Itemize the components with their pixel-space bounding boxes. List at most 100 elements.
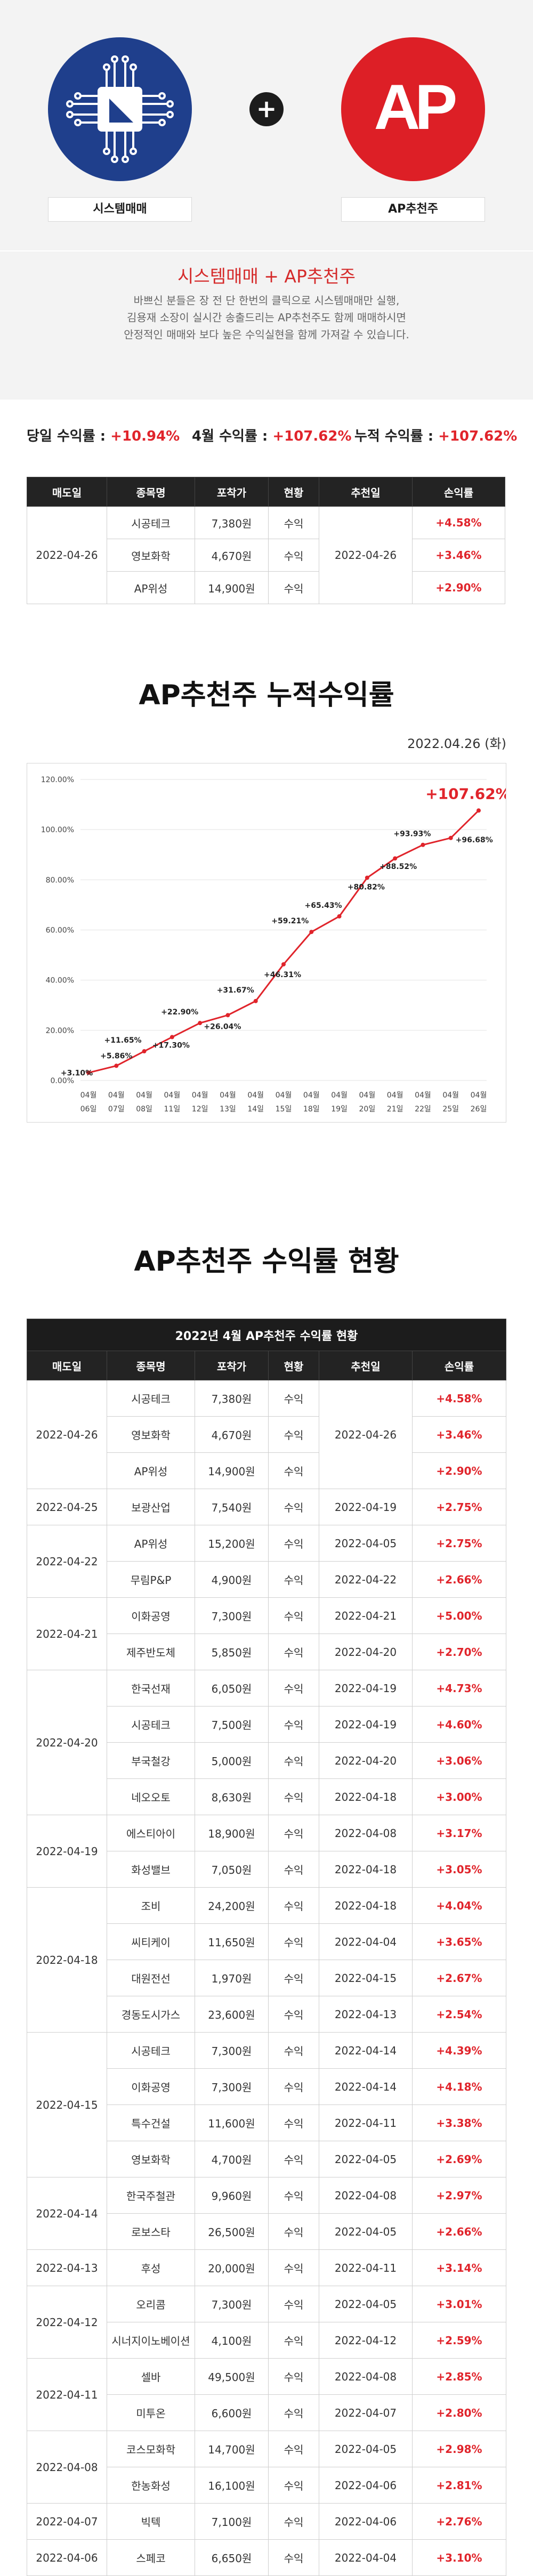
rec-date: 2022-04-05	[319, 1525, 413, 1562]
rec-date: 2022-04-08	[319, 1815, 413, 1851]
status: 수익	[268, 571, 319, 604]
rec-date: 2022-04-20	[319, 1634, 413, 1670]
price: 8,630원	[195, 1778, 269, 1815]
rec-date: 2022-04-21	[319, 1597, 413, 1634]
ap-logo-mark: AP	[374, 71, 461, 143]
data-label: +65.43%	[305, 901, 342, 910]
stock-name: 미투온	[107, 2394, 195, 2431]
price: 4,670원	[195, 539, 269, 572]
system-trading-label: 시스템매매	[48, 197, 192, 222]
month-rate-value: +107.62%	[272, 428, 352, 444]
stock-name: 에스티아이	[107, 1815, 195, 1851]
ap-logo-text: AP	[374, 71, 456, 143]
table-row: 무림P&P 4,900원 수익 2022-04-22 +2.66%	[27, 1561, 506, 1598]
table-row: 2022-04-21 이화공영 7,300원 수익 2022-04-21 +5.00%	[27, 1597, 506, 1670]
profit-rate: +2.90%	[412, 1452, 506, 1489]
sell-date: 2022-04-15	[27, 2032, 107, 2177]
col-header: 포착가	[195, 1351, 269, 1380]
sell-date: 2022-04-21	[27, 1597, 107, 1670]
stock-name: AP위성	[107, 1452, 195, 1489]
x-tick-label: 04월 26일	[471, 1091, 487, 1114]
table-row: 씨티케이 11,650원 수익 2022-04-04 +3.65%	[27, 1923, 506, 1960]
data-point	[477, 808, 481, 813]
profit-rate: +3.00%	[412, 1778, 506, 1815]
x-tick-label: 04월 06일	[80, 1091, 97, 1114]
data-label: +96.68%	[456, 836, 493, 844]
price: 4,900원	[195, 1561, 269, 1598]
rec-date: 2022-04-26	[319, 506, 413, 604]
profit-rate: +2.66%	[412, 1561, 506, 1598]
status: 수익	[268, 2032, 319, 2069]
price: 6,600원	[195, 2394, 269, 2431]
ap-logo: AP	[341, 37, 485, 181]
profit-rate: +4.39%	[412, 2032, 506, 2069]
stock-name: 셀바	[107, 2358, 195, 2395]
stock-name: 코스모화학	[107, 2431, 195, 2467]
table-row: 한농화성 16,100원 수익 2022-04-06 +2.81%	[27, 2467, 506, 2504]
stock-name: 한농화성	[107, 2467, 195, 2504]
data-label: +107.62%	[425, 785, 506, 802]
sell-date: 2022-04-26	[27, 1380, 107, 1489]
col-header: 현황	[268, 477, 319, 507]
price: 11,650원	[195, 1923, 269, 1960]
data-point	[448, 835, 453, 840]
x-tick-label: 04월 18일	[303, 1091, 320, 1114]
status-table: 2022년 4월 AP추천주 수익률 현황 매도일 종목명 포착가 현황 추천일…	[27, 1319, 506, 2576]
table-row: 2022-04-20 한국선재 6,050원 수익 2022-04-19 +4.73%	[27, 1670, 506, 1815]
rec-date: 2022-04-05	[319, 2286, 413, 2322]
status: 수익	[268, 2394, 319, 2431]
stock-name: 화성밸브	[107, 1851, 195, 1888]
profit-rate: +4.04%	[412, 1887, 506, 1924]
profit-rate: +2.67%	[412, 1960, 506, 1996]
price: 14,900원	[195, 571, 269, 604]
data-label: +22.90%	[161, 1008, 198, 1017]
status: 수익	[268, 2177, 319, 2214]
sell-date: 2022-04-06	[27, 2539, 107, 2576]
profit-rate: +4.58%	[412, 1380, 506, 1417]
stock-name: 로보스타	[107, 2213, 195, 2250]
stock-name: 씨티케이	[107, 1923, 195, 1960]
rec-date: 2022-04-18	[319, 1851, 413, 1888]
price: 7,540원	[195, 1489, 269, 1525]
price: 5,850원	[195, 1634, 269, 1670]
price: 4,100원	[195, 2322, 269, 2359]
price: 23,600원	[195, 1996, 269, 2033]
price: 7,500원	[195, 1706, 269, 1743]
data-label: +59.21%	[271, 917, 309, 925]
status: 수익	[268, 1597, 319, 1634]
profit-rate: +2.80%	[412, 2394, 506, 2431]
status: 수익	[268, 1525, 319, 1562]
price: 20,000원	[195, 2249, 269, 2286]
profit-rate: +4.73%	[412, 1670, 506, 1707]
sell-date: 2022-04-11	[27, 2358, 107, 2431]
daily-rate: 당일 수익률 : +10.94%	[27, 425, 180, 445]
status: 수익	[268, 2068, 319, 2105]
intro-line: 안정적인 매매와 보다 높은 수익실현을 함께 가져갈 수 있습니다.	[124, 328, 409, 341]
stock-name: 부국철강	[107, 1742, 195, 1779]
stock-name: 영보화학	[107, 539, 195, 572]
stock-name: AP위성	[107, 571, 195, 604]
stock-name: 스페코	[107, 2539, 195, 2576]
stock-name: 조비	[107, 1887, 195, 1924]
stock-name: 특수건설	[107, 2104, 195, 2141]
stock-name: 시너지이노베이션	[107, 2322, 195, 2359]
daily-rate-value: +10.94%	[110, 428, 180, 444]
data-point	[337, 914, 342, 919]
rec-date: 2022-04-19	[319, 1706, 413, 1743]
rec-date: 2022-04-12	[319, 2322, 413, 2359]
status-table-body: 2022-04-26 시공테크 7,380원 수익 2022-04-26 +4.58% 영보…	[27, 1380, 506, 2576]
profit-rate: +3.05%	[412, 1851, 506, 1888]
price: 24,200원	[195, 1887, 269, 1924]
price: 6,650원	[195, 2539, 269, 2576]
sell-date: 2022-04-19	[27, 1815, 107, 1888]
table-row: 영보화학 4,670원 수익 +3.46%	[27, 1416, 506, 1453]
stock-name: 시공테크	[107, 506, 195, 539]
rec-date: 2022-04-08	[319, 2177, 413, 2214]
status: 수익	[268, 2286, 319, 2322]
rec-date: 2022-04-19	[319, 1489, 413, 1525]
x-tick-label: 04월 13일	[220, 1091, 236, 1114]
table-row: 2022-04-15 시공테크 7,300원 수익 2022-04-14 +4.39%	[27, 2032, 506, 2177]
status: 수익	[268, 1634, 319, 1670]
table-row: 제주반도체 5,850원 수익 2022-04-20 +2.70%	[27, 1634, 506, 1670]
profit-rate: +5.00%	[412, 1597, 506, 1634]
